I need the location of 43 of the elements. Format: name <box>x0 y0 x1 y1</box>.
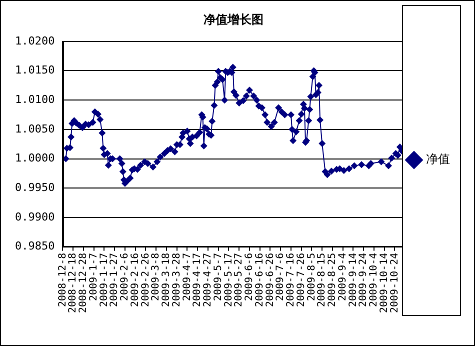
x-tick-label: 2009-5-7 <box>212 252 224 301</box>
chart-title: 净值增长图 <box>204 12 264 26</box>
legend-label: 净值 <box>426 152 450 166</box>
y-tick-label: 0.9900 <box>14 210 55 224</box>
y-tick-label: 1.0100 <box>14 92 55 106</box>
x-tick-label: 2009-10-4 <box>368 252 380 307</box>
x-tick-label: 2009-4-7 <box>182 252 193 301</box>
x-tick-label: 2009-8-5 <box>306 252 318 301</box>
x-tick-label: 2009-4-17 <box>192 252 204 307</box>
x-tick-label: 2009-3-18 <box>161 252 172 307</box>
y-tick-label: 1.0150 <box>14 64 55 77</box>
x-tick-label: 2009-6-26 <box>264 252 276 307</box>
x-tick-label: 2008-12-8 <box>57 252 68 307</box>
x-tick-label: 2009-1-27 <box>109 252 120 307</box>
x-tick-label: 2008-12-28 <box>78 252 90 314</box>
x-tick-label: 2009-4-27 <box>202 252 214 307</box>
x-tick-label: 2009-2-16 <box>130 252 141 307</box>
x-tick-label: 2009-6-16 <box>254 252 266 307</box>
x-tick-label: 2009-1-17 <box>98 252 110 307</box>
x-tick-label: 2009-9-14 <box>348 252 359 307</box>
x-tick-label: 2009-7-16 <box>286 252 297 307</box>
x-tick-label: 2009-6-6 <box>244 252 256 301</box>
x-tick-label: 2009-8-15 <box>316 252 328 307</box>
x-tick-label: 2009-10-14 <box>378 252 390 314</box>
x-tick-label: 2009-1-7 <box>88 252 100 301</box>
x-tick-label: 2009-5-17 <box>223 252 234 307</box>
y-tick-label: 0.9950 <box>14 180 55 194</box>
x-tick-label: 2009-5-27 <box>234 252 245 307</box>
y-tick-label: 0.9850 <box>14 240 55 253</box>
x-tick-label: 2009-2-26 <box>140 252 152 307</box>
y-tick-label: 1.0200 <box>14 34 55 48</box>
x-tick-label: 2009-9-24 <box>358 252 370 307</box>
x-tick-label: 2009-3-28 <box>171 252 182 307</box>
x-tick-label: 2009-3-8 <box>150 252 162 301</box>
y-tick-label: 1.0000 <box>14 152 55 165</box>
x-tick-label: 2009-7-26 <box>296 252 307 307</box>
x-tick-label: 2009-2-6 <box>120 252 131 301</box>
x-tick-label: 2008-12-18 <box>68 252 79 314</box>
x-tick-label: 2009-10-24 <box>389 252 400 314</box>
x-tick-label: 2009-7-6 <box>275 252 286 301</box>
x-tick-label: 2009-8-25 <box>327 252 338 307</box>
y-tick-label: 1.0050 <box>14 122 55 136</box>
x-tick-label: 2009-9-4 <box>337 252 348 301</box>
